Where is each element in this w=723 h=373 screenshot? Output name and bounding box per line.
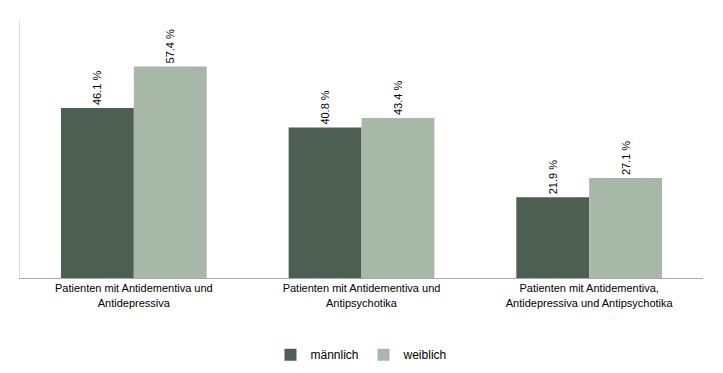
svg-text:Patienten mit Antidementiva un: Patienten mit Antidementiva undAntidepre… [55, 282, 213, 308]
svg-text:40.8 %: 40.8 % [319, 90, 331, 124]
svg-text:21.9 %: 21.9 % [547, 160, 559, 194]
svg-text:männlich: männlich [311, 348, 359, 362]
svg-text:46.1 %: 46.1 % [91, 71, 103, 105]
svg-text:57.4 %: 57.4 % [164, 29, 176, 63]
svg-text:Patienten mit Antidementiva,An: Patienten mit Antidementiva,Antidepressi… [506, 282, 674, 308]
svg-text:weiblich: weiblich [403, 348, 447, 362]
svg-text:43.4 %: 43.4 % [392, 81, 404, 115]
svg-text:Patienten mit Antidementiva un: Patienten mit Antidementiva undAntipsych… [283, 282, 441, 308]
svg-text:27.1 %: 27.1 % [620, 141, 632, 175]
